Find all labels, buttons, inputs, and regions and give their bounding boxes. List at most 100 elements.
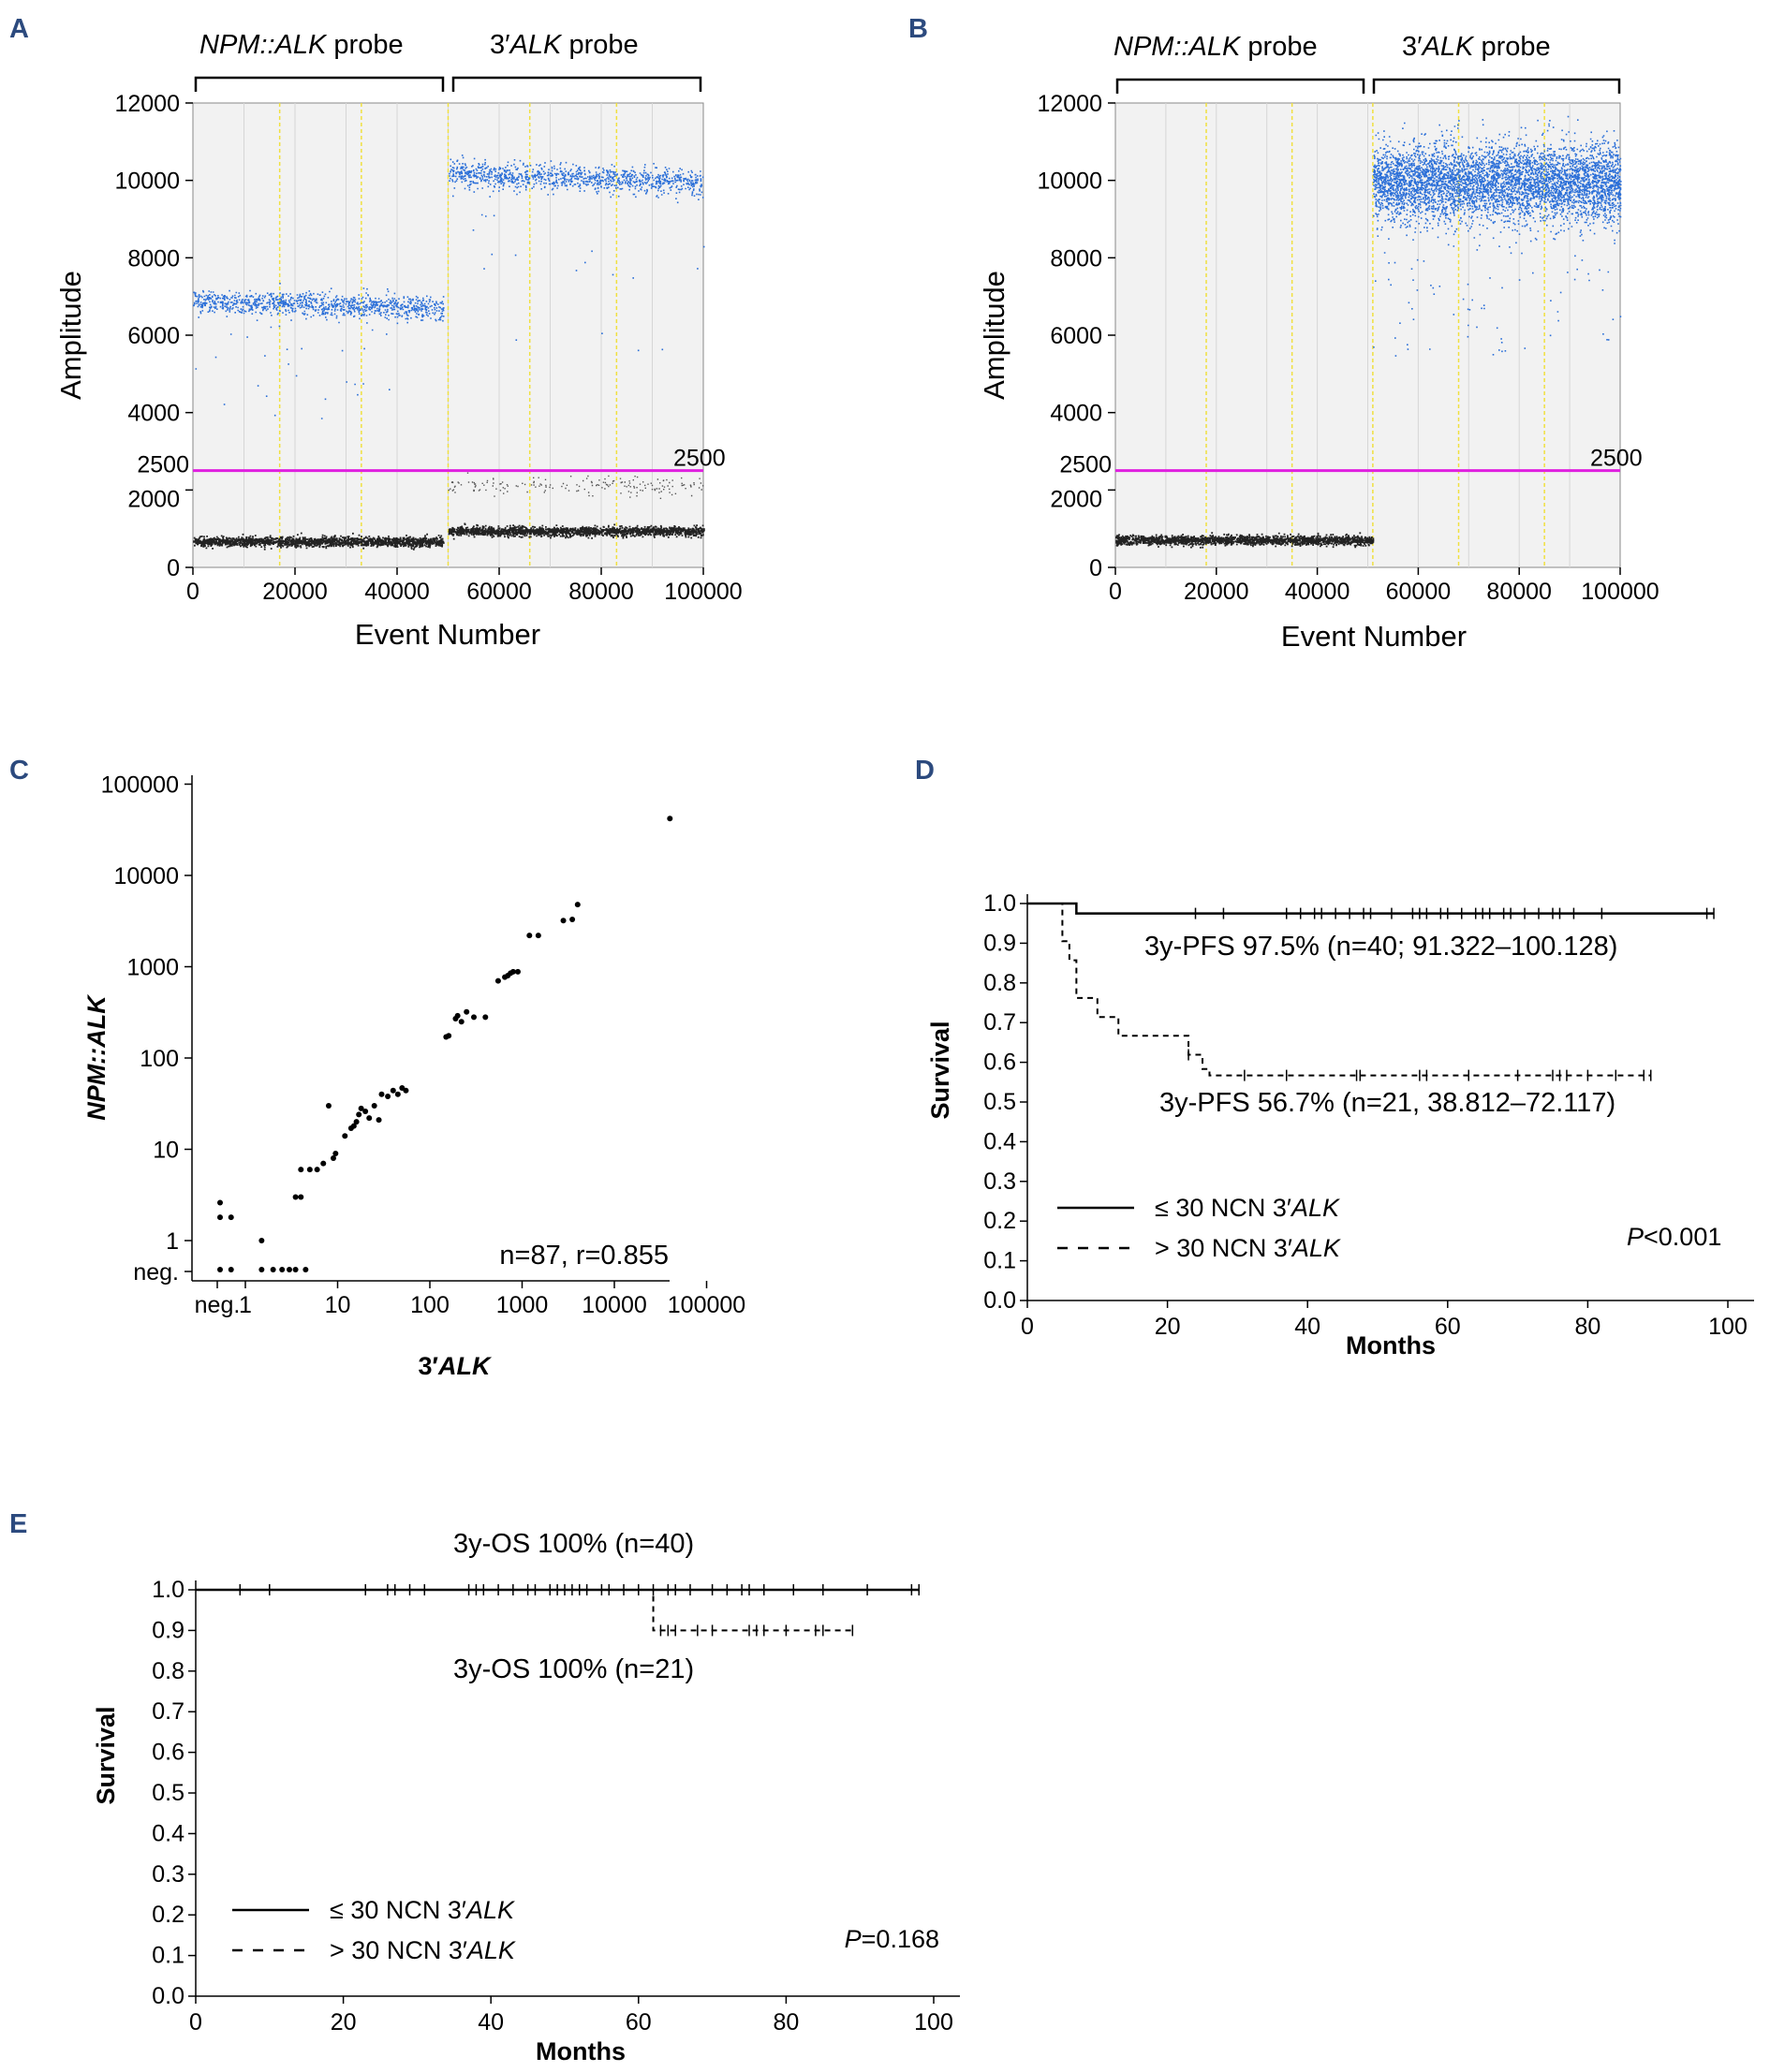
- data-point: [482, 1014, 489, 1021]
- data-point: [332, 1150, 339, 1156]
- data-point: [362, 1109, 369, 1115]
- y-tick-label: 10000: [114, 169, 180, 195]
- bracket-npm-alk: [194, 76, 445, 92]
- x-tick-label: 40: [1294, 1314, 1320, 1340]
- data-point: [325, 1102, 332, 1109]
- y-axis-label-a: Amplitude: [54, 271, 87, 400]
- data-point: [356, 1111, 362, 1118]
- y-tick-label: 0.6: [152, 1740, 184, 1766]
- data-point: [535, 933, 541, 939]
- data-point: [292, 1194, 299, 1200]
- y-tick-label: 0.1: [152, 1943, 184, 1969]
- data-point: [258, 1238, 265, 1243]
- droplet-cluster-positive: [1372, 115, 1622, 357]
- data-point: [378, 1091, 385, 1097]
- x-tick-label: 100: [1708, 1314, 1748, 1340]
- y-tick-label: 6000: [1050, 323, 1102, 349]
- x-tick-label: 40000: [1285, 579, 1350, 605]
- x-tick-label: 20000: [1184, 579, 1249, 605]
- data-point: [350, 1123, 357, 1129]
- x-tick-label: 10000: [582, 1292, 647, 1318]
- x-tick-label: 60000: [1386, 579, 1452, 605]
- y-tick-label: 10000: [113, 863, 179, 889]
- x-tick-label: 1000: [496, 1292, 549, 1318]
- data-point: [228, 1267, 234, 1272]
- y-tick-label: 0.2: [983, 1208, 1016, 1234]
- legend-label-le30-d: ≤ 30 NCN 3′ALK: [1155, 1194, 1340, 1222]
- y-tick-label: 0: [167, 555, 180, 581]
- threshold-label-a: 2500: [673, 446, 726, 472]
- y-tick-label: 10: [153, 1138, 179, 1164]
- y-tick-label: 0.3: [152, 1861, 184, 1888]
- x-tick-label: 40: [478, 2009, 504, 2035]
- y-tick-label: 10000: [1037, 169, 1102, 195]
- y-tick-label: 0.3: [983, 1168, 1016, 1195]
- x-tick-label: 1: [239, 1292, 252, 1318]
- y-tick-label: 8000: [127, 245, 180, 272]
- x-tick-label: 60000: [466, 579, 532, 605]
- y-axis-label-c: NPM::ALK: [82, 993, 111, 1121]
- y-axis-label-b: Amplitude: [978, 271, 1010, 400]
- y-tick-label: 1.0: [152, 1577, 184, 1603]
- y-tick-label: 0.5: [983, 1089, 1016, 1115]
- x-axis-label-c: 3′ALK: [419, 1352, 493, 1380]
- data-point: [569, 916, 576, 922]
- x-tick-label: 80000: [568, 579, 634, 605]
- x-tick-label: 60: [626, 2009, 652, 2035]
- data-point: [314, 1167, 320, 1173]
- data-point: [366, 1115, 373, 1122]
- y-tick-label: 12000: [114, 91, 180, 117]
- data-point: [342, 1133, 348, 1139]
- y-tick-label: 1.0: [983, 890, 1016, 917]
- x-tick-label: 40000: [364, 579, 430, 605]
- probe-label-npm-alk-b: NPM::ALK probe: [1114, 32, 1318, 62]
- panel-letter-c: C: [9, 756, 29, 786]
- y-tick-label: 0: [1089, 555, 1102, 581]
- data-point: [390, 1087, 396, 1094]
- data-point: [574, 902, 581, 908]
- x-tick-label: 100000: [668, 1292, 745, 1318]
- x-tick-label: neg.: [195, 1292, 241, 1318]
- droplet-cluster-negative: [448, 522, 705, 540]
- x-tick-label: 0: [1109, 579, 1122, 605]
- x-tick-label: 80000: [1486, 579, 1552, 605]
- data-point: [298, 1167, 304, 1173]
- censor-marks-e: [239, 1584, 920, 1637]
- x-tick-label: 20: [331, 2009, 357, 2035]
- droplet-cluster-rain: [448, 472, 704, 499]
- axis-b: 0 2000 4000 6000 8000 10000 12000 0 20000 40000 60…: [1037, 91, 1659, 605]
- p-value-d: P<0.001: [1627, 1223, 1721, 1251]
- x-axis-label-b: Event Number: [1281, 620, 1467, 653]
- data-point: [446, 1033, 452, 1039]
- x-tick-label: 100: [410, 1292, 450, 1318]
- x-axis-label-a: Event Number: [355, 618, 540, 651]
- x-axis-label-d: Months: [1346, 1331, 1436, 1359]
- legend-label-gt30-e: > 30 NCN 3′ALK: [330, 1936, 516, 1964]
- droplets-b: [1115, 115, 1622, 549]
- km-curve-gt30-e: [196, 1589, 853, 1632]
- censor-marks-d: [1187, 907, 1715, 1081]
- data-point: [358, 1105, 364, 1111]
- bracket-npm-alk-b: [1115, 78, 1365, 94]
- panel-letter-a: A: [9, 14, 29, 44]
- data-point: [394, 1091, 401, 1097]
- data-point: [330, 1154, 336, 1161]
- y-tick-label: 4000: [1050, 401, 1102, 427]
- droplet-cluster-negative: [1115, 532, 1375, 549]
- correlation-annotation: n=87, r=0.855: [499, 1241, 669, 1271]
- legend-label-gt30-d: > 30 NCN 3′ALK: [1155, 1234, 1341, 1262]
- y-tick-label: 1: [166, 1228, 179, 1255]
- probe-label-3alk: 3′ALK probe: [490, 30, 639, 60]
- x-tick-label: 80: [1574, 1314, 1600, 1340]
- axis-d: 0.0 0.1 0.2 0.3 0.4 0.5 0.6 0.7 0.8 0.9 1.0 0 20 40 60…: [983, 890, 1754, 1340]
- grid-b: [1165, 103, 1571, 567]
- data-point: [320, 1160, 327, 1167]
- y-tick-label: 1000: [126, 955, 179, 981]
- pfs-label-gt30: 3y-PFS 56.7% (n=21, 38.812–72.117): [1159, 1088, 1615, 1118]
- x-tick-label: 100000: [1581, 579, 1659, 605]
- data-point: [667, 816, 673, 822]
- data-point: [454, 1012, 461, 1019]
- km-curve-gt30: [1027, 903, 1651, 1077]
- data-point: [526, 933, 533, 939]
